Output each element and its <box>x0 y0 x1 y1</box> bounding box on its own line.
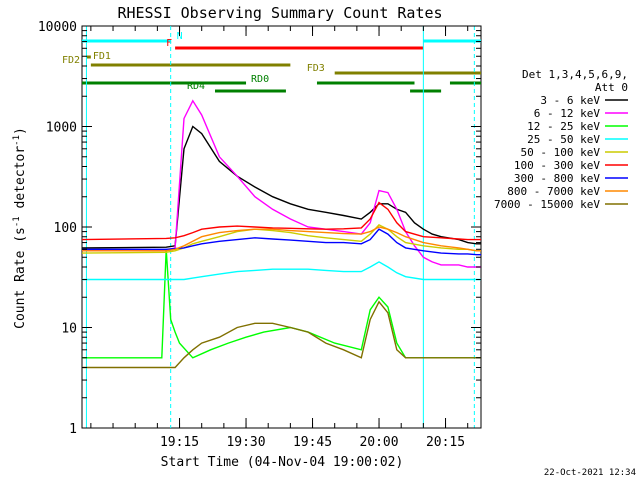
flag-label-rd4: RD4 <box>187 81 205 92</box>
x-tick-label: 19:45 <box>293 435 332 450</box>
x-axis-label: Start Time (04-Nov-04 19:00:02) <box>161 455 404 470</box>
y-tick-label: 10000 <box>38 20 77 35</box>
y-axis-label: Count Rate (s-1 detector-1) <box>12 127 28 329</box>
x-tick-label: 20:00 <box>359 435 398 450</box>
legend-label: 50 - 100 keV <box>521 146 601 159</box>
series-line <box>82 228 481 256</box>
flag-label-rd0: RD0 <box>251 74 269 85</box>
series-line <box>81 224 481 254</box>
chart-title: RHESSI Observing Summary Count Rates <box>117 4 442 22</box>
series-line <box>82 261 481 281</box>
y-tick-label: 1 <box>69 422 77 437</box>
y-axis-label-mid: detector <box>13 146 28 217</box>
series-line <box>82 249 481 359</box>
legend-label: 800 - 7000 keV <box>507 185 600 198</box>
x-tick-label: 19:15 <box>160 435 199 450</box>
flag-label-fd3: FD3 <box>307 63 325 74</box>
y-axis-label-end: ) <box>13 127 28 135</box>
legend-header-line1: Det 1,3,4,5,6,9, <box>522 68 628 81</box>
flag-bars: NF FD1 FD2 FD3 RD0 RD4 <box>62 26 481 428</box>
legend-label: 3 - 6 keV <box>540 94 600 107</box>
series-line <box>82 300 481 369</box>
y-axis: 1 10 100 1000 10000 <box>38 20 481 437</box>
legend-label: 300 - 800 keV <box>514 172 600 185</box>
series-line <box>81 125 481 249</box>
series-lines <box>81 99 481 369</box>
y-axis-label-main: Count Rate (s <box>13 227 28 329</box>
y-axis-label-sup2: -1 <box>12 135 22 146</box>
legend-label: 100 - 300 keV <box>514 159 600 172</box>
legend-label: 7000 - 15000 keV <box>494 198 600 211</box>
flag-label-fd1: FD1 <box>93 51 111 62</box>
x-tick-label: 20:15 <box>426 435 465 450</box>
series-line <box>81 99 481 268</box>
y-axis-label-sup1: -1 <box>12 216 22 227</box>
legend-header-line2: Att 0 <box>595 81 628 94</box>
flag-label-f: F <box>166 38 172 49</box>
series-line <box>81 201 481 241</box>
y-tick-label: 100 <box>54 221 77 236</box>
x-axis: 19:15 19:30 19:45 20:00 20:15 <box>90 26 469 450</box>
footer-date: 22-Oct-2021 12:34 <box>544 468 636 478</box>
flag-label-n: N <box>177 31 183 42</box>
x-tick-label: 19:30 <box>226 435 265 450</box>
y-tick-label: 10 <box>61 322 77 337</box>
y-tick-label: 1000 <box>46 121 77 136</box>
legend-label: 6 - 12 keV <box>534 107 601 120</box>
legend-label: 25 - 50 keV <box>527 133 600 146</box>
legend-label: 12 - 25 keV <box>527 120 600 133</box>
flag-label-fd2: FD2 <box>62 55 80 66</box>
series-line <box>82 226 481 252</box>
